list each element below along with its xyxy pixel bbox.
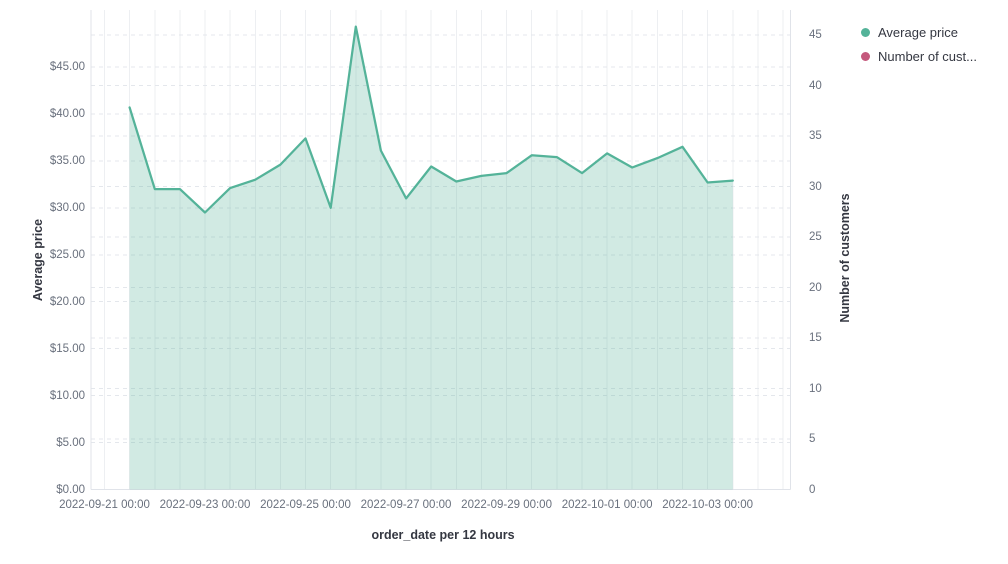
- x-axis-tick-label: 2022-10-03 00:00: [662, 499, 754, 511]
- left-axis-title: Average price: [31, 218, 45, 302]
- left-axis-tick-label: $10.00: [49, 389, 85, 402]
- right-axis-tick-label: 30: [809, 180, 822, 193]
- legend: Average price Number of cust...: [861, 24, 977, 65]
- right-axis-tick-label: 10: [809, 382, 822, 395]
- x-axis-tick-label: 2022-09-21 00:00: [59, 499, 150, 511]
- x-axis-tick-label: 2022-09-25 00:00: [260, 499, 351, 511]
- legend-item-average-price[interactable]: Average price: [861, 24, 977, 41]
- x-axis-title: order_date per 12 hours: [371, 528, 515, 542]
- left-axis-tick-label: $30.00: [49, 201, 85, 214]
- right-axis-tick-label: 35: [809, 130, 822, 142]
- left-axis-tick-label: $40.00: [49, 107, 85, 120]
- left-axis-tick-label: $25.00: [49, 248, 85, 261]
- right-axis-tick-label: 45: [809, 29, 822, 41]
- series-dot-average-price-icon: [861, 28, 870, 37]
- right-axis-tick-label: 40: [809, 79, 822, 92]
- left-axis-tick-label: $20.00: [49, 295, 85, 308]
- legend-label-number-of-customers: Number of cust...: [878, 49, 977, 64]
- series-dot-number-of-customers-icon: [861, 52, 870, 61]
- right-axis-tick-label: 5: [809, 433, 816, 445]
- legend-item-number-of-customers[interactable]: Number of cust...: [861, 48, 977, 65]
- left-axis-tick-label: $35.00: [49, 154, 85, 167]
- left-axis-tick-label: $0.00: [56, 483, 85, 496]
- x-axis-tick-label: 2022-10-01 00:00: [561, 499, 653, 511]
- x-axis-tick-label: 2022-09-29 00:00: [461, 499, 552, 511]
- x-axis-tick-label: 2022-09-23 00:00: [159, 499, 251, 511]
- right-axis-title: Number of customers: [838, 193, 852, 323]
- left-axis-tick-label: $45.00: [49, 61, 85, 73]
- left-axis-tick-label: $5.00: [56, 436, 85, 449]
- left-axis-tick-label: $15.00: [49, 342, 85, 355]
- right-axis-tick-label: 15: [809, 332, 822, 344]
- legend-label-average-price: Average price: [878, 25, 958, 40]
- right-axis-tick-label: 25: [809, 231, 822, 243]
- x-axis-tick-label: 2022-09-27 00:00: [360, 499, 452, 511]
- right-axis-tick-label: 20: [809, 281, 822, 294]
- right-axis-tick-label: 0: [809, 483, 816, 496]
